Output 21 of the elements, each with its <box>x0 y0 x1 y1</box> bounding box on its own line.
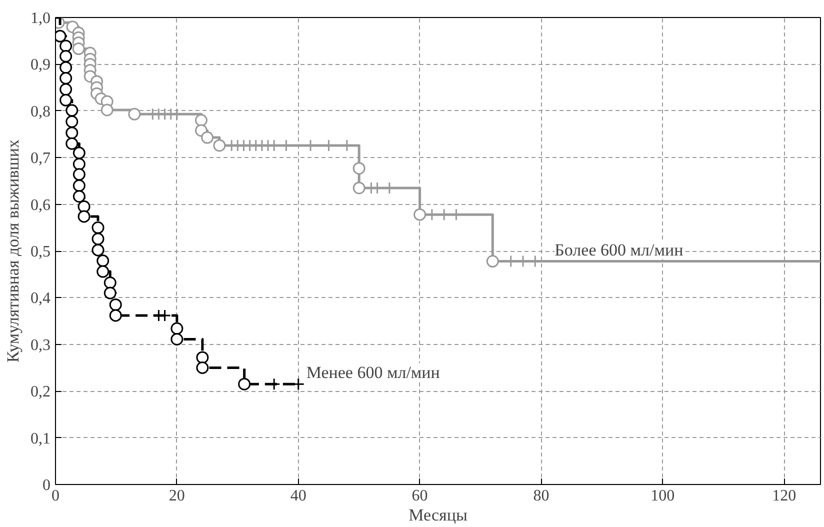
y-tick-label: 0 <box>42 477 50 494</box>
y-axis-title: Кумулятивная доля выживших <box>4 139 22 362</box>
y-tick-label: 0,8 <box>30 103 50 120</box>
y-tick-label: 1,0 <box>30 10 50 27</box>
y-tick-label: 0,3 <box>30 336 50 354</box>
x-tick-label: 20 <box>168 488 185 504</box>
series-label: Более 600 мл/мин <box>554 240 684 260</box>
y-tick-label: 0,7 <box>30 150 50 168</box>
y-tick-label: 0,9 <box>30 56 50 74</box>
x-axis-title: Месяцы <box>408 506 468 524</box>
x-tick-label: 60 <box>412 488 428 504</box>
series-label: Менее 600 мл/мин <box>306 363 440 382</box>
x-tick-label: 120 <box>772 488 796 504</box>
y-tick-label: 0,5 <box>30 244 50 260</box>
y-tick-label: 0,1 <box>30 430 50 448</box>
x-tick-label: 80 <box>533 488 550 504</box>
x-tick-label: 100 <box>650 488 675 504</box>
y-tick-label: 0,2 <box>30 384 50 401</box>
x-tick-label: 40 <box>290 488 306 504</box>
y-tick-label: 0,6 <box>30 196 50 214</box>
y-tick-label: 0,4 <box>30 290 50 308</box>
